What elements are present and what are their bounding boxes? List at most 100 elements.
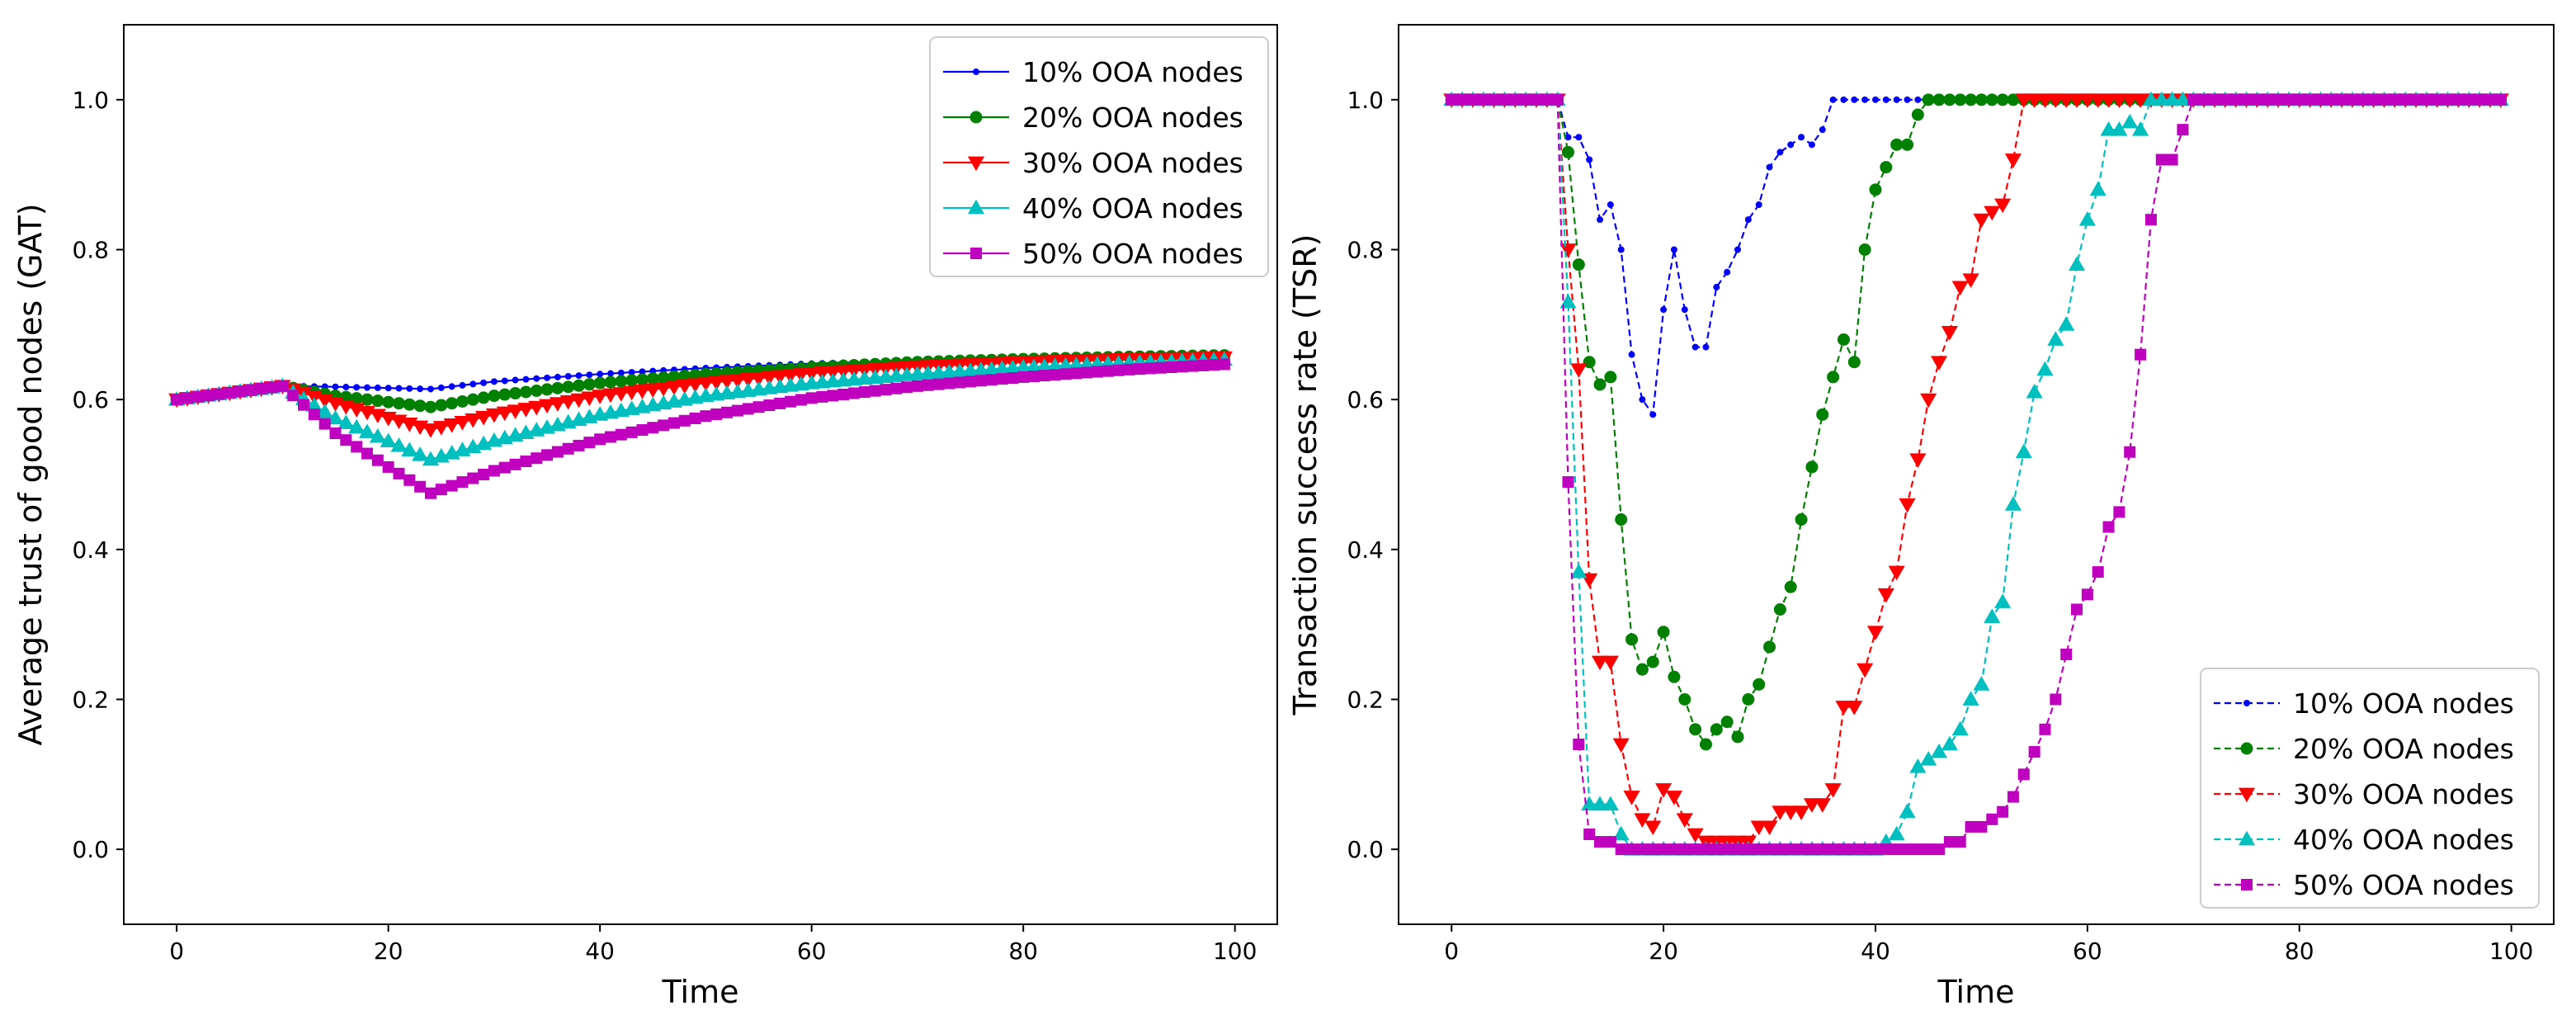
tsr-point-50pct-ooa-nodes: [2135, 348, 2147, 361]
tsr-point-50pct-ooa-nodes: [2144, 214, 2157, 226]
gat-point-50pct-ooa-nodes: [869, 385, 881, 397]
tsr-point-50pct-ooa-nodes: [1943, 836, 1956, 848]
tsr-point-40pct-ooa-nodes: [2132, 120, 2149, 136]
gat-point-10pct-ooa-nodes: [597, 371, 604, 378]
tsr-point-40pct-ooa-nodes: [1612, 825, 1630, 841]
gat-point-30pct-ooa-nodes: [612, 387, 630, 402]
gat-point-30pct-ooa-nodes: [686, 378, 704, 393]
gat-point-50pct-ooa-nodes: [318, 418, 331, 430]
tsr-point-10pct-ooa-nodes: [1787, 141, 1795, 149]
tsr-point-50pct-ooa-nodes: [2039, 723, 2051, 735]
tsr-point-20pct-ooa-nodes: [1572, 258, 1585, 272]
tsr-point-50pct-ooa-nodes: [2060, 649, 2073, 660]
gat-point-50pct-ooa-nodes: [1102, 365, 1114, 377]
gat-point-50pct-ooa-nodes: [1176, 361, 1188, 373]
tsr-x-tick-label: 100: [2489, 937, 2533, 965]
gat-point-10pct-ooa-nodes: [459, 381, 466, 389]
gat-point-30pct-ooa-nodes: [665, 380, 682, 396]
tsr-point-10pct-ooa-nodes: [1713, 283, 1720, 290]
gat-point-30pct-ooa-nodes: [581, 391, 598, 407]
tsr-point-10pct-ooa-nodes: [1798, 134, 1805, 141]
gat-point-50pct-ooa-nodes: [742, 403, 754, 415]
tsr-legend-marker: [2238, 787, 2256, 803]
tsr-y-tick-label: 0.2: [1347, 687, 1384, 714]
tsr-point-20pct-ooa-nodes: [1880, 161, 1893, 174]
gat-point-20pct-ooa-nodes: [519, 385, 532, 399]
gat-point-50pct-ooa-nodes: [1028, 371, 1040, 383]
tsr-point-30pct-ooa-nodes: [1559, 243, 1577, 258]
gat-point-30pct-ooa-nodes: [655, 381, 672, 397]
tsr-point-50pct-ooa-nodes: [2442, 93, 2454, 106]
tsr-point-50pct-ooa-nodes: [1890, 843, 1903, 856]
gat-point-30pct-ooa-nodes: [634, 385, 651, 399]
tsr-point-30pct-ooa-nodes: [1665, 791, 1683, 805]
gat-point-50pct-ooa-nodes: [1123, 363, 1135, 375]
gat-y-tick-label: 0.2: [72, 687, 109, 714]
tsr-point-10pct-ooa-nodes: [1861, 96, 1869, 103]
gat-point-50pct-ooa-nodes: [911, 380, 923, 392]
tsr-point-30pct-ooa-nodes: [2111, 93, 2128, 109]
gat-point-50pct-ooa-nodes: [1154, 361, 1167, 374]
tsr-y-tick-label: 1.0: [1347, 87, 1384, 114]
tsr-point-20pct-ooa-nodes: [1699, 738, 1712, 751]
tsr-point-50pct-ooa-nodes: [1530, 93, 1542, 106]
tsr-point-50pct-ooa-nodes: [1658, 843, 1670, 856]
tsr-x-tick-label: 0: [1444, 937, 1459, 965]
tsr-point-50pct-ooa-nodes: [2325, 93, 2338, 106]
tsr-point-40pct-ooa-nodes: [1602, 796, 1619, 811]
tsr-point-50pct-ooa-nodes: [1838, 843, 1850, 856]
tsr-point-10pct-ooa-nodes: [1819, 126, 1826, 134]
gat-point-30pct-ooa-nodes: [454, 416, 471, 431]
tsr-point-50pct-ooa-nodes: [2081, 588, 2093, 601]
gat-legend-marker: [973, 68, 979, 75]
tsr-point-50pct-ooa-nodes: [1466, 93, 1479, 106]
tsr-point-50pct-ooa-nodes: [1520, 93, 1532, 106]
gat-point-50pct-ooa-nodes: [1081, 366, 1093, 379]
tsr-point-30pct-ooa-nodes: [1676, 813, 1693, 829]
gat-point-50pct-ooa-nodes: [276, 380, 289, 392]
gat-legend-label: 30% OOA nodes: [1022, 147, 1243, 179]
tsr-point-50pct-ooa-nodes: [2017, 768, 2030, 781]
tsr-point-20pct-ooa-nodes: [1646, 655, 1659, 668]
tsr-point-50pct-ooa-nodes: [2346, 93, 2358, 106]
gat-y-tick-label: 0.6: [72, 386, 109, 413]
tsr-point-30pct-ooa-nodes: [1750, 820, 1767, 836]
gat-point-50pct-ooa-nodes: [922, 379, 934, 391]
tsr-point-10pct-ooa-nodes: [1660, 306, 1668, 314]
tsr-point-50pct-ooa-nodes: [1816, 843, 1828, 856]
gat-point-50pct-ooa-nodes: [615, 428, 627, 441]
tsr-point-30pct-ooa-nodes: [1803, 798, 1820, 813]
gat-point-30pct-ooa-nodes: [517, 403, 535, 418]
tsr-point-50pct-ooa-nodes: [1446, 93, 1458, 106]
gat-point-30pct-ooa-nodes: [739, 373, 757, 388]
gat-point-50pct-ooa-nodes: [371, 454, 384, 466]
gat-y-tick-label: 1.0: [72, 87, 109, 114]
gat-x-tick-label: 0: [169, 937, 184, 965]
gat-point-20pct-ooa-nodes: [573, 379, 586, 392]
tsr-line-30pct-ooa-nodes: [1451, 98, 2501, 843]
tsr-point-20pct-ooa-nodes: [1816, 408, 1829, 421]
tsr-point-40pct-ooa-nodes: [2036, 361, 2054, 376]
tsr-point-20pct-ooa-nodes: [1731, 730, 1744, 744]
tsr-point-50pct-ooa-nodes: [2399, 93, 2412, 106]
gat-point-40pct-ooa-nodes: [316, 403, 333, 418]
gat-point-40pct-ooa-nodes: [888, 367, 905, 382]
tsr-point-20pct-ooa-nodes: [1837, 333, 1850, 346]
gat-point-50pct-ooa-nodes: [1208, 359, 1220, 371]
gat-point-50pct-ooa-nodes: [234, 385, 247, 398]
gat-point-40pct-ooa-nodes: [348, 418, 366, 434]
gat-point-50pct-ooa-nodes: [298, 399, 310, 411]
tsr-point-30pct-ooa-nodes: [1687, 828, 1704, 843]
tsr-point-20pct-ooa-nodes: [1943, 93, 1956, 106]
gat-point-50pct-ooa-nodes: [478, 469, 490, 480]
tsr-point-20pct-ooa-nodes: [1625, 633, 1639, 646]
tsr-point-50pct-ooa-nodes: [1625, 843, 1638, 856]
tsr-point-40pct-ooa-nodes: [2142, 91, 2159, 106]
tsr-point-50pct-ooa-nodes: [2304, 93, 2316, 106]
gat-point-30pct-ooa-nodes: [538, 399, 556, 414]
tsr-point-50pct-ooa-nodes: [1912, 843, 1924, 856]
tsr-point-50pct-ooa-nodes: [2177, 124, 2189, 136]
gat-point-50pct-ooa-nodes: [498, 461, 511, 474]
tsr-point-50pct-ooa-nodes: [1880, 843, 1892, 856]
tsr-point-50pct-ooa-nodes: [2071, 603, 2083, 616]
